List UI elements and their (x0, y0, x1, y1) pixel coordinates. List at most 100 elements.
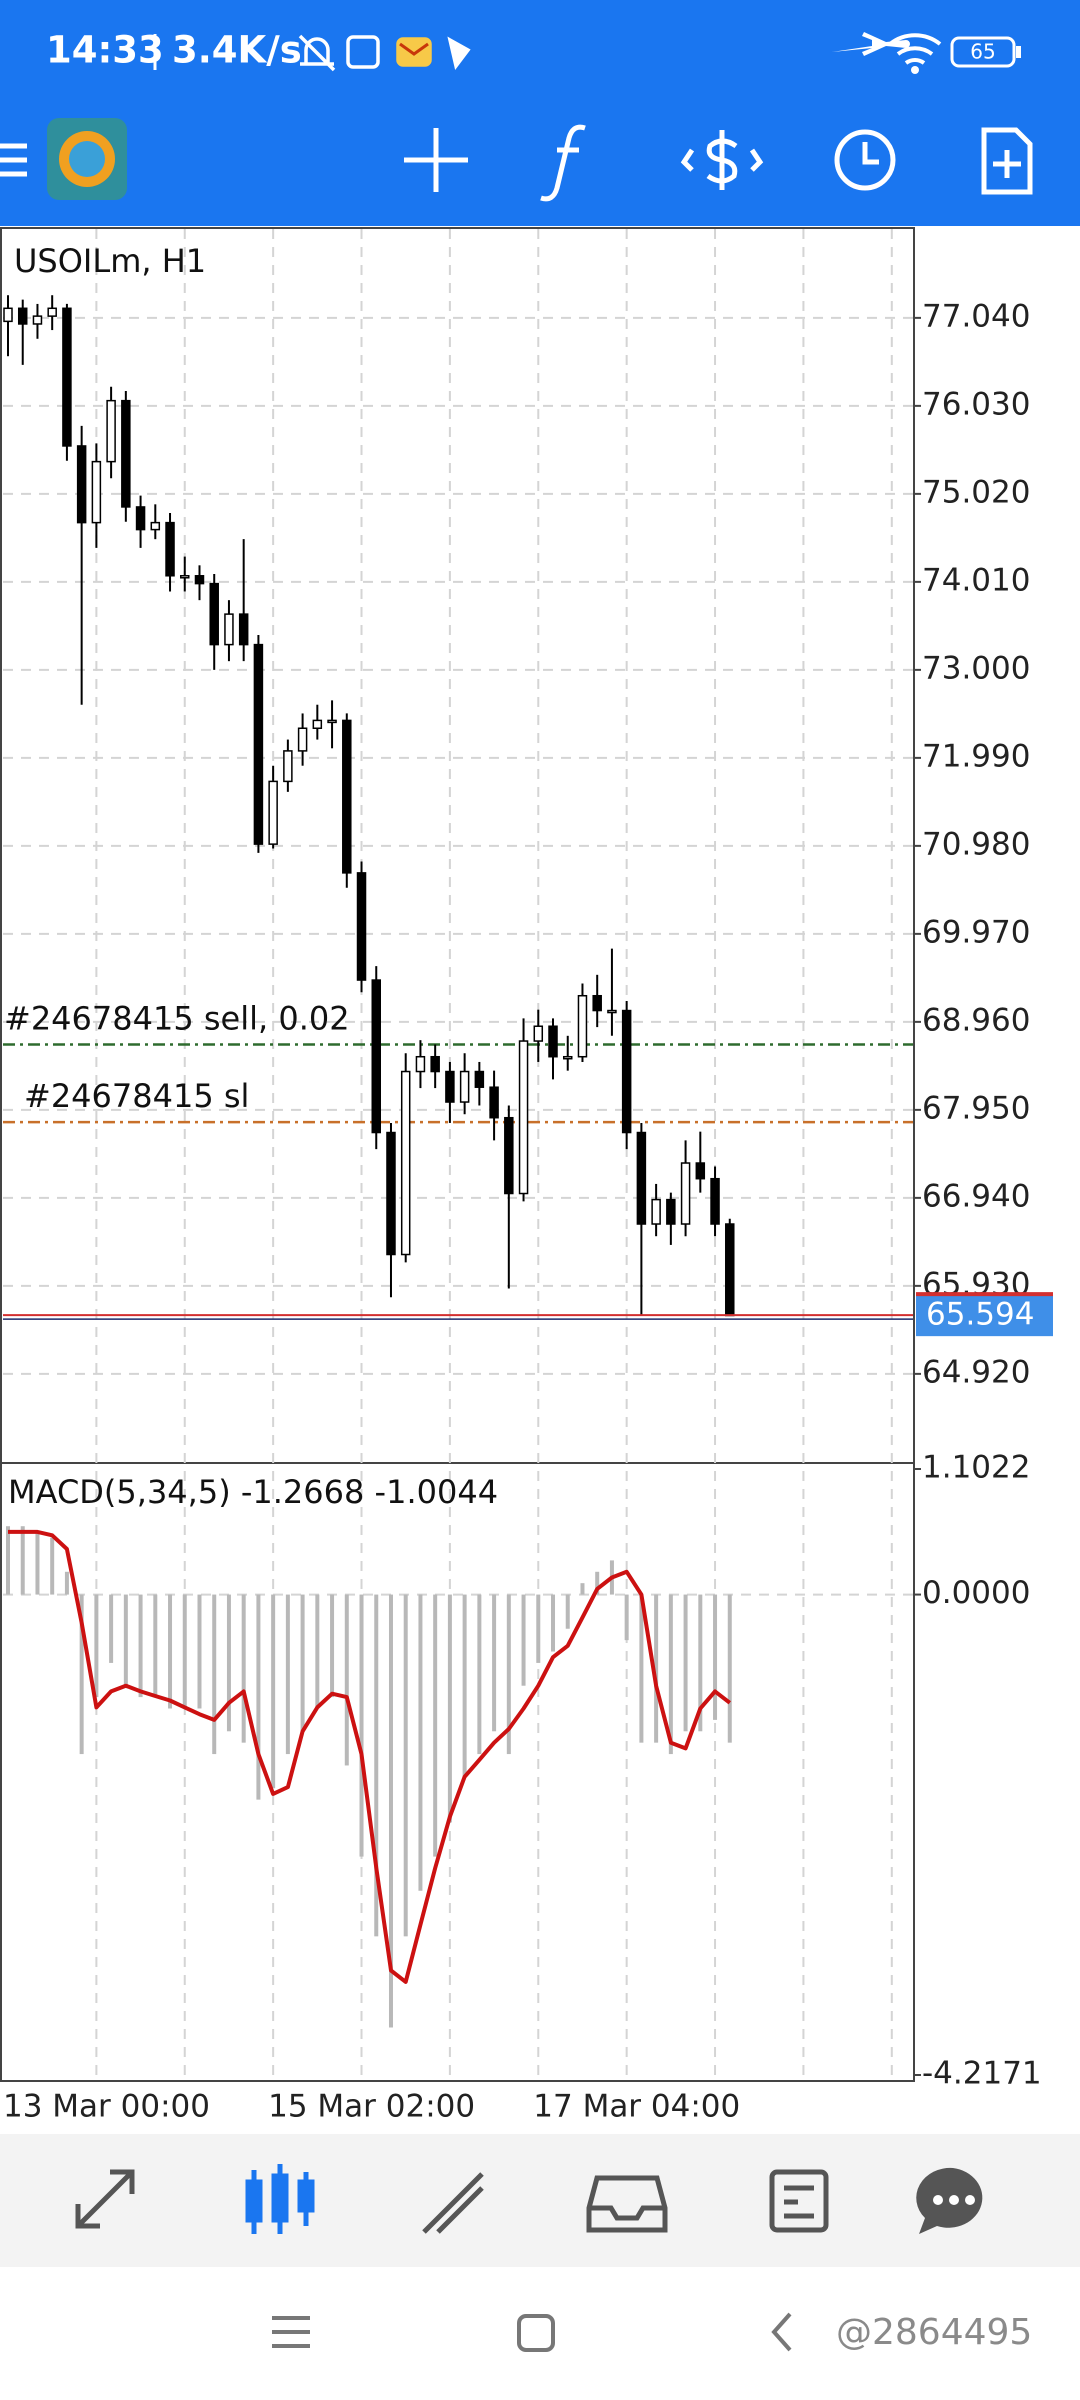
candle-body (504, 1116, 514, 1195)
mute-icon (298, 34, 336, 72)
y-tick-label: 0.0000 (922, 1575, 1030, 1611)
candle-body (209, 582, 219, 646)
order-label: #24678415 sell, 0.02 (4, 1000, 350, 1038)
candle-body (342, 719, 352, 874)
candle-body (17, 307, 28, 325)
histogram-bar (300, 1594, 305, 1732)
candle-body (710, 1177, 720, 1225)
candle-body (135, 506, 146, 531)
histogram-bar (433, 1594, 438, 1857)
menu-icon[interactable] (0, 143, 27, 177)
histogram-bar (20, 1526, 25, 1595)
y-tick-label: 68.960 (922, 1002, 1030, 1038)
histogram-bar (447, 1594, 452, 1823)
histogram-bar (271, 1594, 276, 1789)
candle-body (121, 399, 131, 508)
histogram-bar (536, 1594, 541, 1663)
candle-body (194, 575, 205, 585)
candle-body (621, 1009, 632, 1134)
x-tick-label: 13 Mar 00:00 (3, 2089, 210, 2125)
y-tick-label: 74.010 (922, 562, 1030, 598)
histogram-bar (330, 1594, 335, 1698)
candle-body (459, 1070, 470, 1103)
candle-body (47, 307, 57, 317)
histogram-bar (64, 1571, 69, 1595)
candle-body (430, 1055, 440, 1073)
candle-body (356, 872, 367, 981)
y-tick-label: 70.980 (922, 826, 1030, 862)
histogram-bar (79, 1594, 84, 1755)
candle-body (165, 521, 175, 577)
recents-button[interactable] (272, 2316, 310, 2348)
y-tick-label: 66.940 (922, 1178, 1030, 1214)
candle-body (62, 307, 72, 447)
history-tab[interactable] (586, 2175, 668, 2233)
current-price-box (916, 1294, 1053, 1337)
trade-tab[interactable] (422, 2172, 484, 2234)
bottom-nav-icons (75, 2164, 983, 2234)
candle-body (386, 1131, 396, 1256)
status-icons (298, 34, 471, 72)
candle-body (725, 1223, 735, 1317)
histogram-bar (6, 1526, 10, 1595)
candle-body (400, 1070, 411, 1256)
histogram-bar (344, 1594, 349, 1766)
histogram-bar (123, 1594, 128, 1686)
candle-body (312, 719, 323, 729)
histogram-bar (462, 1594, 467, 1777)
candle-body (607, 1009, 617, 1014)
indicator-title: MACD(5,34,5) -1.2668 -1.0044 (8, 1473, 498, 1511)
timeframe-icon[interactable] (834, 129, 896, 191)
histogram-bar (418, 1594, 423, 1891)
x-tick-label: 17 Mar 04:00 (533, 2089, 740, 2125)
histogram-bar (50, 1537, 55, 1595)
watermark: @2864495 (836, 2312, 1032, 2353)
battery-level: 65 (970, 40, 995, 64)
status-speed: 3.4K/s (172, 29, 302, 72)
timeframe-hands (862, 142, 879, 165)
y-tick-label: 64.920 (922, 1354, 1030, 1390)
chart-tab[interactable] (245, 2164, 315, 2234)
histogram-bar (713, 1594, 718, 1720)
news-tab[interactable] (769, 2169, 829, 2233)
histogram-bar (212, 1594, 217, 1755)
crosshair-icon[interactable] (404, 128, 468, 192)
home-button[interactable] (517, 2314, 555, 2352)
histogram-bar (403, 1594, 408, 1937)
histogram-bar (698, 1594, 703, 1732)
histogram-bar (138, 1594, 143, 1698)
y-tick-label: 77.040 (922, 298, 1030, 334)
back-button[interactable] (771, 2312, 792, 2352)
symbol-icon[interactable] (680, 130, 764, 190)
candle-body (32, 315, 43, 325)
candle-body (636, 1131, 647, 1225)
candle-body (371, 979, 381, 1134)
candle-body (238, 613, 249, 646)
histogram-bar (565, 1594, 570, 1629)
histogram-bar (727, 1594, 732, 1743)
histogram-bar (521, 1594, 526, 1686)
candle-body (651, 1198, 661, 1225)
histogram-bar (580, 1583, 585, 1595)
x-tick-label: 15 Mar 02:00 (268, 2089, 475, 2125)
candle-body (180, 575, 190, 579)
candle-body (592, 994, 602, 1012)
news-lines (784, 2185, 814, 2219)
candle-body (680, 1162, 691, 1225)
quotes-tab[interactable] (75, 2169, 135, 2229)
order-label: #24678415 sl (24, 1077, 249, 1115)
histogram-bar (477, 1594, 482, 1755)
histogram-bar (492, 1594, 497, 1732)
new-order-icon[interactable] (981, 127, 1033, 195)
histogram-bar (285, 1594, 290, 1755)
wifi-icon (888, 33, 942, 65)
indicators-icon[interactable] (540, 124, 586, 202)
candle-body (268, 780, 278, 845)
candle-body (327, 719, 337, 724)
histogram-bar (197, 1594, 202, 1709)
histogram-bar (168, 1594, 173, 1709)
candle-body (445, 1070, 455, 1103)
candle-body (106, 399, 116, 463)
